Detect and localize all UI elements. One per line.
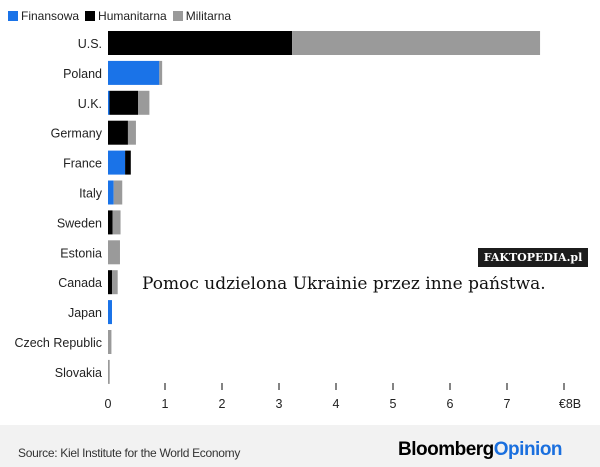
category-label: Sweden bbox=[57, 216, 102, 230]
bar-humanitarna bbox=[108, 270, 112, 295]
legend-item-militarna: Militarna bbox=[172, 9, 231, 23]
bar-humanitarna bbox=[108, 120, 128, 145]
category-label: Italy bbox=[79, 187, 103, 201]
bar-militarna bbox=[138, 90, 150, 115]
bar-militarna bbox=[108, 359, 110, 384]
caption: Pomoc udzielona Ukrainie przez inne pańs… bbox=[142, 274, 546, 294]
bar-plot: U.S. Poland U.K. Germany France Italy Sweden Es… bbox=[14, 31, 581, 411]
category-label: U.S. bbox=[78, 37, 102, 51]
legend-swatch bbox=[85, 11, 96, 21]
bar-finansowa bbox=[108, 180, 114, 205]
x-tick-label: 0 bbox=[105, 397, 112, 411]
bar-militarna bbox=[111, 270, 118, 295]
legend: Finansowa Humanitarna Militarna bbox=[8, 9, 231, 23]
bar-militarna bbox=[113, 180, 123, 205]
footer bbox=[0, 425, 600, 467]
bar-humanitarna bbox=[109, 90, 138, 115]
bar-militarna bbox=[159, 60, 163, 85]
legend-item-humanitarna: Humanitarna bbox=[85, 9, 167, 23]
bar-militarna bbox=[112, 210, 121, 235]
category-label: Germany bbox=[51, 127, 103, 141]
category-label: Poland bbox=[63, 67, 102, 81]
legend-swatch bbox=[172, 11, 183, 21]
bar-militarna bbox=[108, 330, 112, 354]
bar-humanitarna bbox=[108, 31, 293, 55]
x-tick-label: 6 bbox=[447, 397, 454, 411]
bar-finansowa bbox=[108, 300, 112, 325]
x-tick-label: 2 bbox=[219, 397, 226, 411]
bar-militarna bbox=[292, 31, 541, 55]
legend-item-finansowa: Finansowa bbox=[8, 9, 79, 23]
x-tick-label: 7 bbox=[504, 397, 511, 411]
bar-militarna bbox=[127, 120, 136, 145]
bar-finansowa bbox=[108, 60, 160, 85]
watermark-badge: FAKTOPEDIA.pl bbox=[478, 248, 588, 267]
category-label: France bbox=[63, 157, 102, 171]
bar-humanitarna bbox=[108, 210, 113, 235]
category-label: U.K. bbox=[78, 97, 102, 111]
category-label: Slovakia bbox=[55, 366, 102, 380]
x-tick-label: 4 bbox=[333, 397, 340, 411]
brand-logo: BloombergOpinion bbox=[398, 439, 563, 460]
x-tick-label: 5 bbox=[390, 397, 397, 411]
bar-humanitarna bbox=[125, 150, 131, 175]
x-tick-label: 1 bbox=[162, 397, 169, 411]
bar-militarna bbox=[108, 240, 120, 265]
bar-finansowa bbox=[108, 90, 110, 115]
x-tick-label: 3 bbox=[276, 397, 283, 411]
category-label: Estonia bbox=[60, 246, 102, 260]
x-tick-label: €8B bbox=[559, 397, 581, 411]
category-label: Czech Republic bbox=[14, 336, 102, 350]
legend-swatch bbox=[8, 11, 18, 21]
source-note: Source: Kiel Institute for the World Eco… bbox=[18, 446, 241, 460]
category-label: Japan bbox=[68, 306, 102, 320]
bar-finansowa bbox=[108, 150, 126, 175]
category-label: Canada bbox=[58, 276, 102, 290]
